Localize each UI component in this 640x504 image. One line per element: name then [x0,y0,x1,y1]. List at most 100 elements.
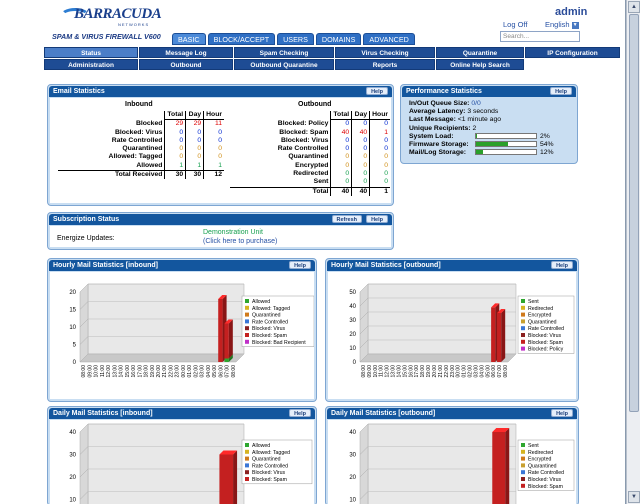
subtab-quarantine[interactable]: Quarantine [436,47,524,58]
x-tick-label: 12:00 [106,365,112,378]
row-label: Blocked [135,120,163,128]
x-tick-label: 03:00 [473,365,479,378]
language-select[interactable]: English ▼ [545,20,579,29]
system-load-bar [475,132,537,139]
row-label: Rate Controlled [277,145,329,153]
legend-swatch [521,319,525,324]
table-row: Redirected 0 0 0 [230,170,390,179]
table-row: Blocked: Spam 40 40 1 [230,128,390,137]
legend-label: Sent [528,443,539,449]
barracuda-logo[interactable]: BARRACUDA NETWORKS [56,2,166,32]
legend-swatch [245,443,249,447]
x-tick-label: 00:00 [456,365,462,378]
unique-recipients: Unique Recipients: 2 [409,125,554,133]
subtab-spam-checking[interactable]: Spam Checking [234,47,334,58]
row-label: Total [230,186,331,196]
legend-label: Quarantined [252,313,281,319]
scroll-up-icon[interactable]: ▲ [628,1,640,13]
scroll-down-icon[interactable]: ▼ [628,491,640,503]
performance-stats: In/Out Queue Size: 0/0 Average Latency: … [409,100,554,157]
subtab-outbound-quarantine[interactable]: Outbound Quarantine [234,59,334,70]
logoff-link[interactable]: Log Off [503,20,528,29]
cell-value: 0 [164,128,186,137]
cell-value: 0 [369,178,390,188]
subtab-ip-configuration[interactable]: IP Configuration [525,47,620,58]
x-tick-label: 19:00 [426,365,432,378]
help-button[interactable]: Help [366,215,388,223]
column-header: Total [330,111,352,121]
chart-bar [492,432,506,504]
subtab-reports[interactable]: Reports [335,59,435,70]
row-label: Quarantined [122,145,163,153]
help-button[interactable]: Help [550,87,572,95]
cell-value: 0 [369,161,390,171]
legend-swatch [521,483,525,488]
tab-block-accept[interactable]: BLOCK/ACCEPT [207,33,276,45]
row-label: Allowed [136,161,163,169]
tab-domains[interactable]: DOMAINS [315,33,362,45]
cell-value: 0 [351,119,370,129]
help-button[interactable]: Help [551,409,573,417]
table-row: Encrypted 0 0 0 [230,161,390,171]
gridline [359,339,369,349]
legend-swatch [245,470,249,475]
subtab-online-help-search[interactable]: Online Help Search [436,59,524,70]
subtab-outbound[interactable]: Outbound [139,59,233,70]
gridline [359,297,369,307]
gridline [359,325,369,335]
chart-bar-top [224,319,233,324]
gridline [359,353,369,363]
table-row: Rate Controlled 0 0 0 [58,136,224,146]
scroll-thumb[interactable] [629,14,639,412]
vertical-scrollbar[interactable]: ▲ ▼ [626,0,640,504]
legend-label: Blocked: Virus [528,477,561,483]
cell-value: 40 [330,186,352,196]
legend-label: Quarantined [528,463,557,469]
subtab-message-log[interactable]: Message Log [139,47,233,58]
x-tick-label: 02:00 [193,365,199,378]
cell-value: 0 [351,178,370,188]
y-tick-label: 40 [349,304,356,310]
purchase-link[interactable]: (Click here to purchase) [203,238,278,245]
legend-swatch [521,339,525,344]
firmware-storage-fill [476,142,509,147]
x-tick-label: 08:00 [361,365,367,378]
logo-networks: NETWORKS [118,22,150,27]
refresh-button[interactable]: Refresh [331,215,362,223]
mail-log-storage-bar [475,149,537,156]
help-button[interactable]: Help [366,87,388,95]
gridline [359,423,369,433]
help-button[interactable]: Help [289,409,311,417]
legend-label: Encrypted [528,313,551,319]
help-button[interactable]: Help [551,261,573,269]
cell-value: 29 [185,119,204,129]
subtab-administration[interactable]: Administration [44,59,138,70]
cell-value: 0 [185,145,204,154]
chart-bar [224,323,229,359]
gridline [79,283,89,293]
queue-size-value[interactable]: 0/0 [471,100,481,107]
legend-swatch [521,449,525,454]
x-tick-label: 15:00 [125,365,131,378]
subtab-status[interactable]: Status [44,47,138,58]
tab-users[interactable]: USERS [277,33,314,45]
cell-value: 0 [164,153,186,162]
x-tick-label: 07:00 [225,365,231,378]
x-tick-label: 17:00 [137,365,143,378]
username: admin [555,6,588,18]
legend-swatch [245,326,249,331]
panel-title-text: Performance Statistics [406,88,482,95]
subtab-virus-checking[interactable]: Virus Checking [335,47,435,58]
chart-side-wall [79,423,89,504]
x-tick-label: 03:00 [200,365,206,378]
cell-value: 0 [203,145,224,154]
tab-advanced[interactable]: ADVANCED [363,33,415,45]
legend-swatch [245,456,249,461]
tab-basic[interactable]: BASIC [172,33,206,45]
daily-outbound-chart: 10 20 30 40 SentRedirectedEncryptedQuarantin… [349,423,575,504]
row-label: Encrypted [295,161,329,169]
search-input[interactable]: Search... [500,31,580,42]
help-button[interactable]: Help [289,261,311,269]
